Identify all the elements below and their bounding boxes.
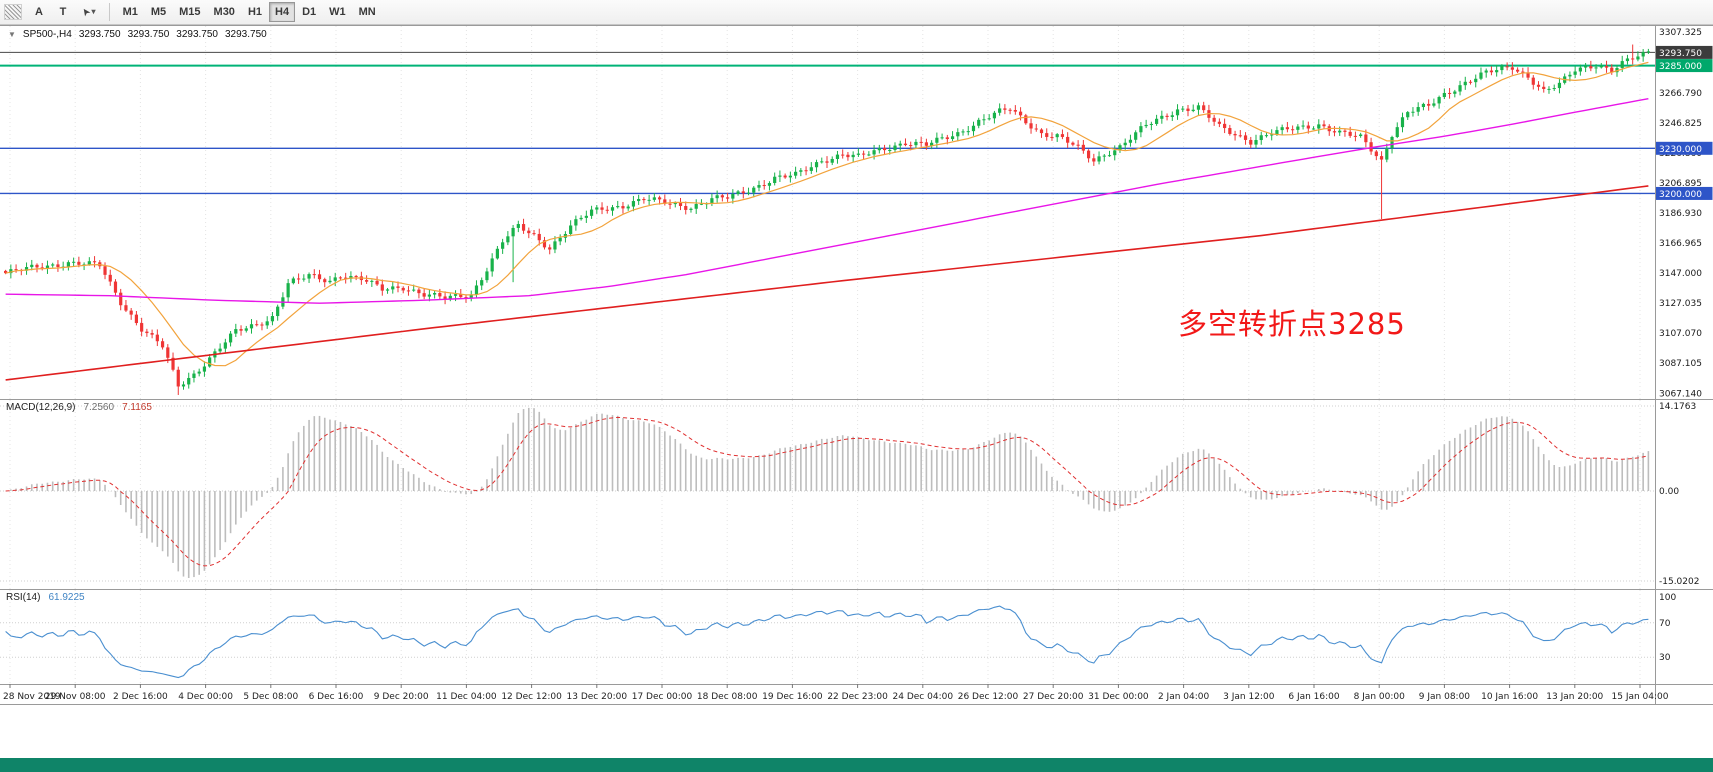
ohlc-close: 3293.750 <box>225 29 267 40</box>
svg-text:6 Dec 16:00: 6 Dec 16:00 <box>309 692 364 702</box>
rsi-layer <box>0 605 1655 679</box>
svg-text:11 Dec 04:00: 11 Dec 04:00 <box>436 692 497 702</box>
svg-text:3266.790: 3266.790 <box>1659 89 1702 99</box>
tf-button-m30[interactable]: M30 <box>208 2 241 22</box>
candles-layer <box>4 44 1650 395</box>
rsi-label: RSI(14) 61.9225 <box>6 592 85 603</box>
svg-text:3166.965: 3166.965 <box>1659 239 1702 249</box>
tf-button-h1[interactable]: H1 <box>242 2 268 22</box>
chart-area: 3307.3253266.7903246.8253226.8603206.895… <box>0 25 1713 772</box>
svg-text:10 Jan 16:00: 10 Jan 16:00 <box>1481 692 1538 702</box>
svg-text:29 Nov 08:00: 29 Nov 08:00 <box>45 692 106 702</box>
svg-text:3200.000: 3200.000 <box>1659 190 1702 200</box>
tf-button-d1[interactable]: D1 <box>296 2 322 22</box>
macd-label: MACD(12,26,9) 7.2560 7.1165 <box>6 402 152 413</box>
svg-text:9 Dec 20:00: 9 Dec 20:00 <box>374 692 429 702</box>
svg-text:3107.070: 3107.070 <box>1659 329 1702 339</box>
text-t-tool[interactable]: T <box>52 2 74 22</box>
svg-text:2 Jan 04:00: 2 Jan 04:00 <box>1158 692 1210 702</box>
ohlc-low: 3293.750 <box>176 29 218 40</box>
rsi-name: RSI(14) <box>6 592 41 603</box>
macd-layer <box>0 405 1655 582</box>
svg-text:3127.035: 3127.035 <box>1659 299 1702 309</box>
tf-button-m1[interactable]: M1 <box>117 2 144 22</box>
svg-text:-15.0202: -15.0202 <box>1659 577 1699 587</box>
svg-text:0.00: 0.00 <box>1659 487 1679 497</box>
svg-text:28 Nov 2019: 28 Nov 2019 <box>3 692 61 702</box>
pattern-icon[interactable] <box>4 4 22 20</box>
annotation-text: 多空转折点3285 <box>1178 307 1406 341</box>
svg-text:13 Dec 20:00: 13 Dec 20:00 <box>567 692 628 702</box>
svg-text:100: 100 <box>1659 593 1676 603</box>
svg-text:3206.895: 3206.895 <box>1659 179 1702 189</box>
svg-text:19 Dec 16:00: 19 Dec 16:00 <box>762 692 823 702</box>
svg-text:3293.750: 3293.750 <box>1659 49 1702 59</box>
svg-text:4 Dec 00:00: 4 Dec 00:00 <box>178 692 233 702</box>
svg-text:3285.000: 3285.000 <box>1659 62 1702 72</box>
ma-layer <box>5 61 1649 381</box>
svg-text:8 Jan 00:00: 8 Jan 00:00 <box>1354 692 1406 702</box>
svg-text:24 Dec 04:00: 24 Dec 04:00 <box>893 692 954 702</box>
text-a-tool[interactable]: A <box>28 2 50 22</box>
grid-layer <box>9 26 1641 684</box>
svg-text:3067.140: 3067.140 <box>1659 389 1702 399</box>
symbol-name: SP500-,H4 <box>22 29 72 40</box>
svg-text:31 Dec 00:00: 31 Dec 00:00 <box>1088 692 1149 702</box>
svg-text:2 Dec 16:00: 2 Dec 16:00 <box>113 692 168 702</box>
svg-text:3 Jan 12:00: 3 Jan 12:00 <box>1223 692 1275 702</box>
tf-button-m15[interactable]: M15 <box>173 2 206 22</box>
symbol-title: ▼ SP500-,H4 3293.750 3293.750 3293.750 3… <box>8 29 267 40</box>
svg-text:27 Dec 20:00: 27 Dec 20:00 <box>1023 692 1084 702</box>
chevron-down-icon: ▾ <box>91 7 96 16</box>
bottom-bar <box>0 758 1713 772</box>
tf-button-mn[interactable]: MN <box>353 2 382 22</box>
macd-signal-value: 7.1165 <box>122 402 152 413</box>
svg-text:9 Jan 08:00: 9 Jan 08:00 <box>1419 692 1471 702</box>
svg-text:5 Dec 08:00: 5 Dec 08:00 <box>243 692 298 702</box>
rsi-value: 61.9225 <box>48 592 85 603</box>
svg-text:18 Dec 08:00: 18 Dec 08:00 <box>697 692 758 702</box>
hlines-layer <box>0 51 1655 195</box>
svg-text:13 Jan 20:00: 13 Jan 20:00 <box>1546 692 1603 702</box>
tf-button-w1[interactable]: W1 <box>323 2 352 22</box>
svg-text:14.1763: 14.1763 <box>1659 402 1696 412</box>
macd-name: MACD(12,26,9) <box>6 402 76 413</box>
svg-text:15 Jan 04:00: 15 Jan 04:00 <box>1612 692 1669 702</box>
chart-canvas[interactable]: 3307.3253266.7903246.8253226.8603206.895… <box>0 25 1713 705</box>
svg-text:12 Dec 12:00: 12 Dec 12:00 <box>501 692 562 702</box>
svg-text:3147.000: 3147.000 <box>1659 269 1702 279</box>
macd-value: 7.2560 <box>83 402 115 413</box>
svg-text:22 Dec 23:00: 22 Dec 23:00 <box>827 692 888 702</box>
svg-text:3307.325: 3307.325 <box>1659 28 1702 38</box>
svg-text:17 Dec 00:00: 17 Dec 00:00 <box>632 692 693 702</box>
toolbar-separator <box>108 3 110 21</box>
ohlc-high: 3293.750 <box>127 29 170 40</box>
svg-text:30: 30 <box>1659 653 1671 663</box>
svg-text:3230.000: 3230.000 <box>1659 145 1702 155</box>
toolbar: A T ➤ ▾ M1 M5 M15 M30 H1 H4 D1 W1 MN <box>0 0 1713 25</box>
svg-text:3246.825: 3246.825 <box>1659 119 1702 129</box>
svg-text:6 Jan 16:00: 6 Jan 16:00 <box>1288 692 1340 702</box>
svg-text:70: 70 <box>1659 619 1671 629</box>
svg-text:3087.105: 3087.105 <box>1659 359 1702 369</box>
price-axis[interactable]: 3307.3253266.7903246.8253226.8603206.895… <box>1655 25 1713 704</box>
cursor-tool[interactable]: ➤ ▾ <box>76 2 102 22</box>
svg-text:3186.930: 3186.930 <box>1659 209 1702 219</box>
ohlc-open: 3293.750 <box>78 29 121 40</box>
chart-dropdown-icon[interactable]: ▼ <box>8 30 16 39</box>
borders-layer <box>0 25 1713 705</box>
svg-text:26 Dec 12:00: 26 Dec 12:00 <box>958 692 1019 702</box>
timeframe-buttons: M1 M5 M15 M30 H1 H4 D1 W1 MN <box>117 2 382 22</box>
tf-button-h4[interactable]: H4 <box>269 2 296 22</box>
tf-button-m5[interactable]: M5 <box>145 2 172 22</box>
